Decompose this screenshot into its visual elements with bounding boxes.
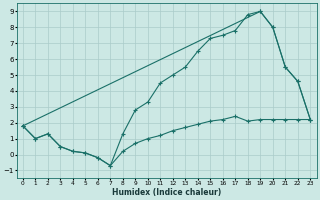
X-axis label: Humidex (Indice chaleur): Humidex (Indice chaleur) (112, 188, 221, 197)
